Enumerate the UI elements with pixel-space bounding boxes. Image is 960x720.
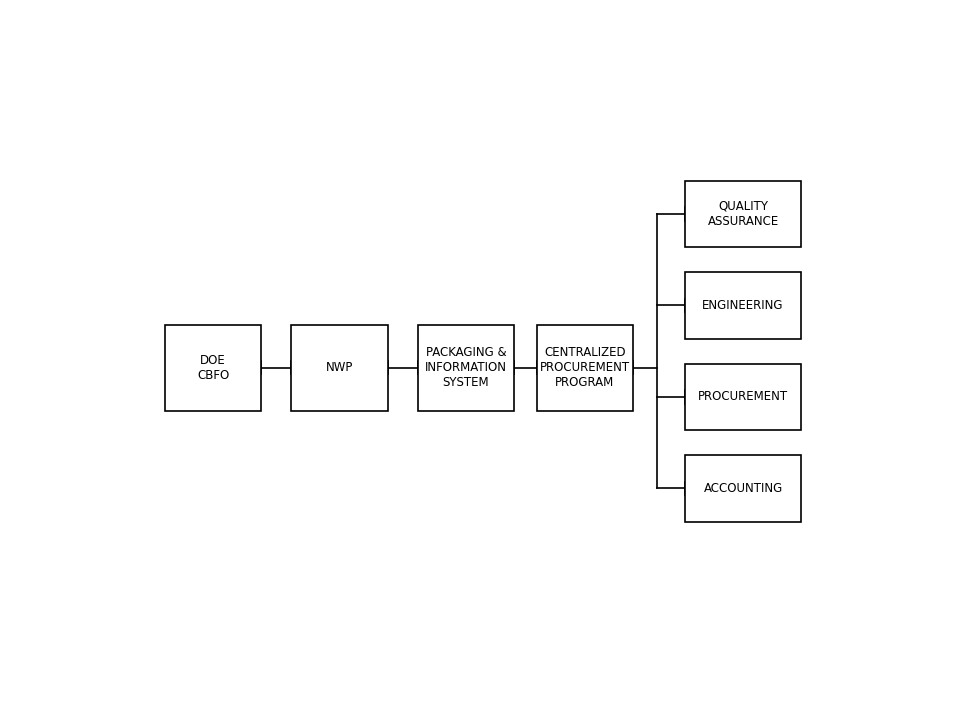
Text: ENGINEERING: ENGINEERING [703,299,784,312]
Text: CENTRALIZED
PROCUREMENT
PROGRAM: CENTRALIZED PROCUREMENT PROGRAM [540,346,630,390]
FancyBboxPatch shape [685,364,801,430]
Text: DOE
CBFO: DOE CBFO [197,354,229,382]
Text: NWP: NWP [325,361,353,374]
Text: PROCUREMENT: PROCUREMENT [698,390,788,403]
FancyBboxPatch shape [685,181,801,247]
Text: PACKAGING &
INFORMATION
SYSTEM: PACKAGING & INFORMATION SYSTEM [425,346,507,390]
FancyBboxPatch shape [685,272,801,338]
FancyBboxPatch shape [165,325,261,410]
FancyBboxPatch shape [291,325,388,410]
Text: ACCOUNTING: ACCOUNTING [704,482,782,495]
FancyBboxPatch shape [418,325,515,410]
Text: QUALITY
ASSURANCE: QUALITY ASSURANCE [708,200,779,228]
FancyBboxPatch shape [685,455,801,521]
FancyBboxPatch shape [537,325,634,410]
